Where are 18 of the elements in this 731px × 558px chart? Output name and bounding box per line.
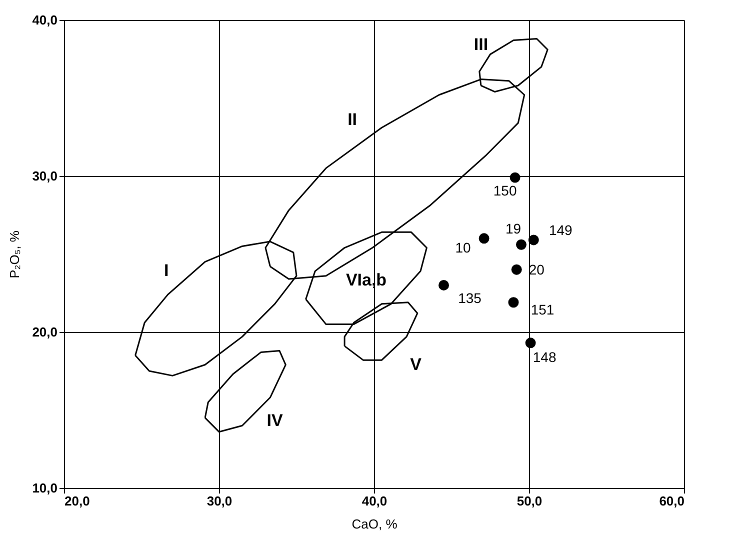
x-tick-label: 60,0 bbox=[659, 494, 684, 508]
x-axis-title: CaO, % bbox=[352, 516, 398, 532]
annotation: IV bbox=[266, 410, 284, 430]
x-tick-label: 20,0 bbox=[64, 494, 90, 508]
annotation: 151 bbox=[530, 301, 554, 318]
y-tick-label: 10,0 bbox=[32, 480, 58, 496]
annotation: V bbox=[410, 354, 422, 374]
x-tick-label: 30,0 bbox=[206, 494, 232, 508]
annotation: 149 bbox=[548, 222, 573, 238]
annotation: 148 bbox=[532, 348, 556, 365]
y-tick-label: 20,0 bbox=[32, 324, 58, 340]
annotation: 135 bbox=[458, 290, 482, 306]
x-tick-label: 40,0 bbox=[362, 494, 388, 508]
y-axis-title: P₂O₅, % bbox=[7, 230, 22, 278]
y-tick-label: 30,0 bbox=[32, 168, 58, 184]
y-tick-label: 40,0 bbox=[32, 12, 58, 28]
annotation: 20 bbox=[528, 262, 545, 278]
x-tick-label: 50,0 bbox=[516, 494, 542, 508]
